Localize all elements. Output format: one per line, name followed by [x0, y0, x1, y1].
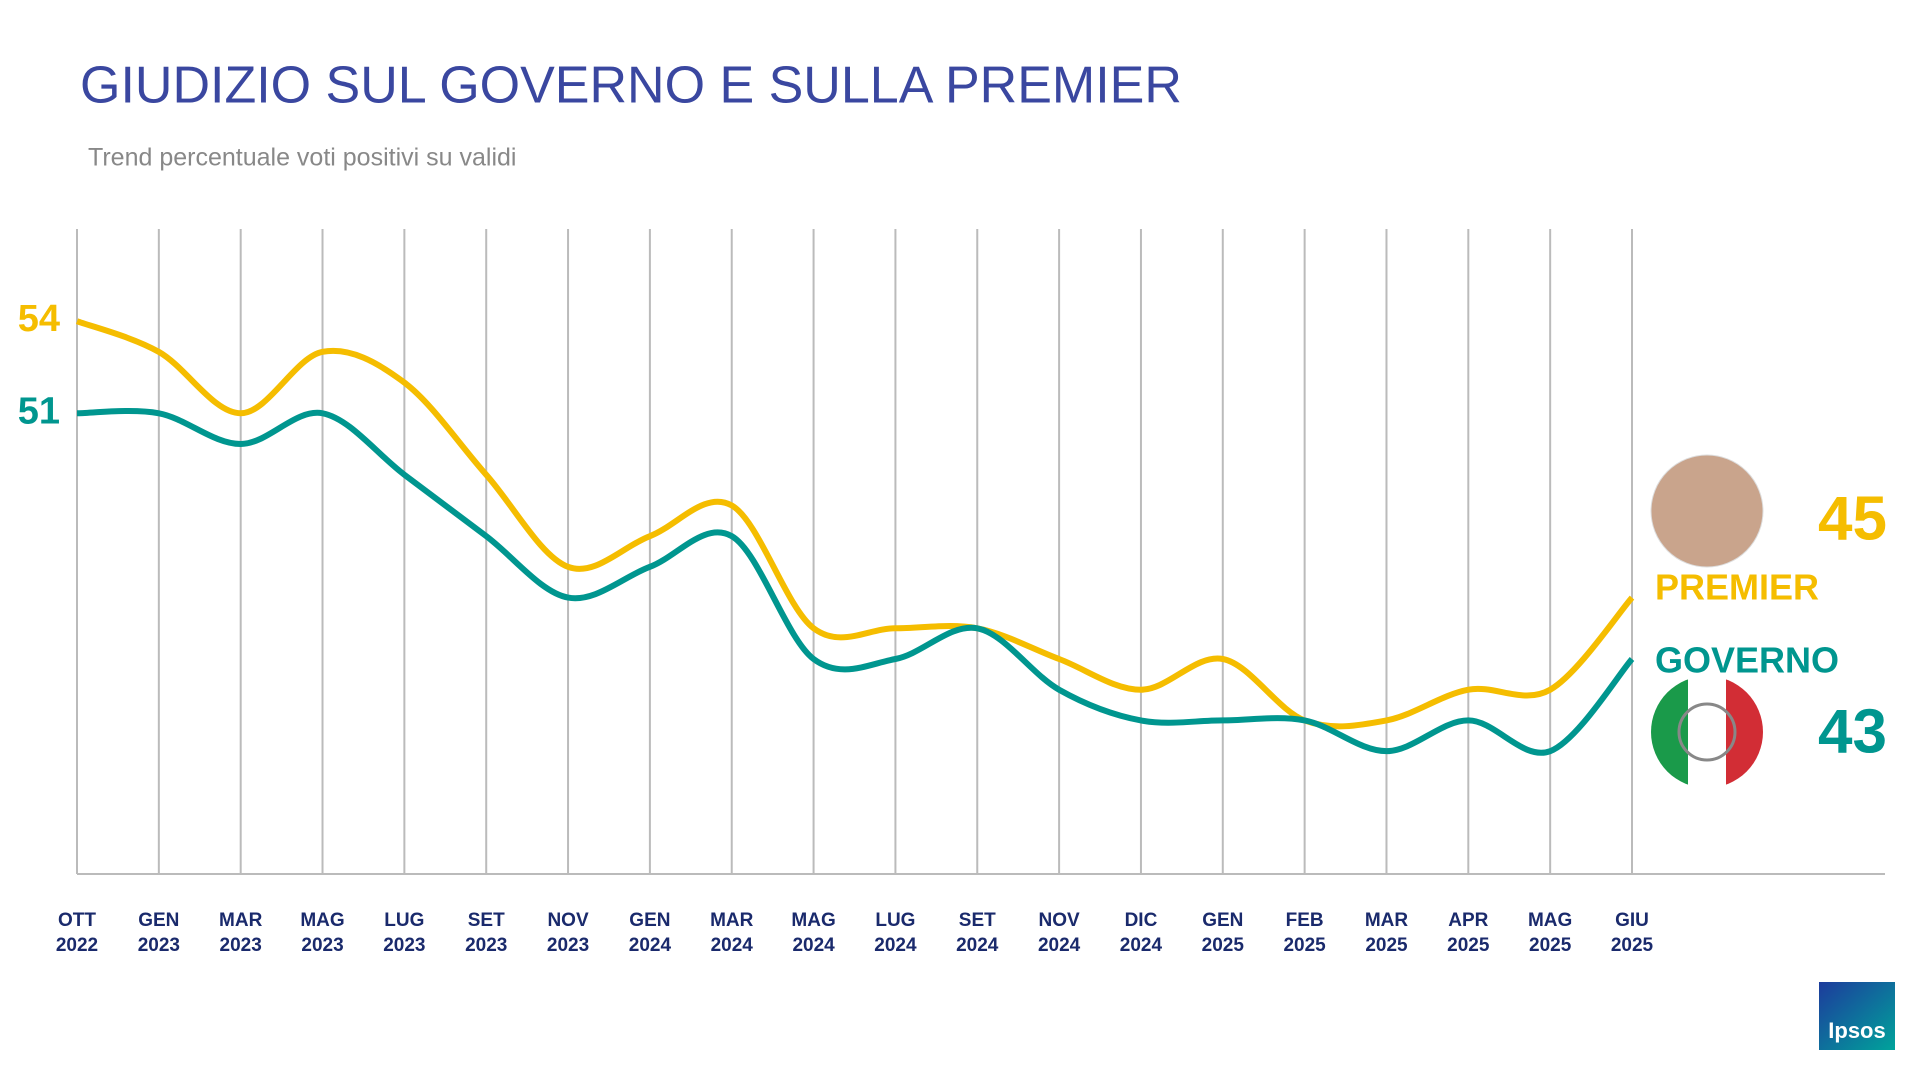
x-tick-label: NOV 2023	[546, 910, 590, 956]
x-tick-label: MAR 2024	[710, 910, 754, 956]
x-tick-label: GEN 2023	[137, 910, 180, 956]
x-tick-label: APR 2025	[1447, 910, 1490, 956]
x-tick-label: LUG 2023	[383, 910, 426, 956]
line	[75, 318, 1635, 730]
x-tick-label: SET 2024	[956, 910, 999, 956]
x-tick-label: MAG 2023	[300, 910, 345, 956]
x-tick-label: DIC 2024	[1119, 910, 1163, 956]
x-tick-label: GEN 2025	[1201, 910, 1244, 956]
x-tick-label: GEN 2024	[628, 910, 672, 956]
x-tick-label: OTT 2022	[55, 910, 99, 956]
line	[76, 408, 1635, 756]
legend-label: PREMIER	[1655, 567, 1819, 608]
emblem-star	[1677, 702, 1737, 762]
x-tick-label: MAG 2025	[1527, 910, 1573, 956]
chart-title: GIUDIZIO SUL GOVERNO E SULLA PREMIER	[80, 57, 1182, 115]
x-tick-label: LUG 2024	[874, 910, 917, 956]
x-tick-label: GIU 2025	[1610, 910, 1654, 956]
x-tick-label: NOV 2024	[1037, 910, 1081, 956]
x-tick-label: MAG 2024	[791, 910, 836, 956]
chart-subtitle: Trend percentuale voti positivi su valid…	[88, 144, 516, 172]
x-tick-label: SET 2023	[465, 910, 508, 956]
data-label: 43	[1818, 697, 1887, 766]
x-tick-label: MAR 2025	[1364, 910, 1409, 956]
data-label: 45	[1818, 484, 1887, 553]
premier-photo	[1650, 454, 1764, 568]
x-tick-label: MAR 2023	[219, 910, 263, 956]
logo: Ipsos	[1828, 1018, 1885, 1043]
x-tick-label: FEB 2025	[1283, 910, 1326, 956]
emblem	[1651, 676, 1763, 788]
data-label: 54	[18, 298, 60, 340]
logo-box	[1819, 982, 1895, 1050]
data-label: 51	[18, 390, 60, 432]
legend-label: GOVERNO	[1655, 640, 1839, 681]
